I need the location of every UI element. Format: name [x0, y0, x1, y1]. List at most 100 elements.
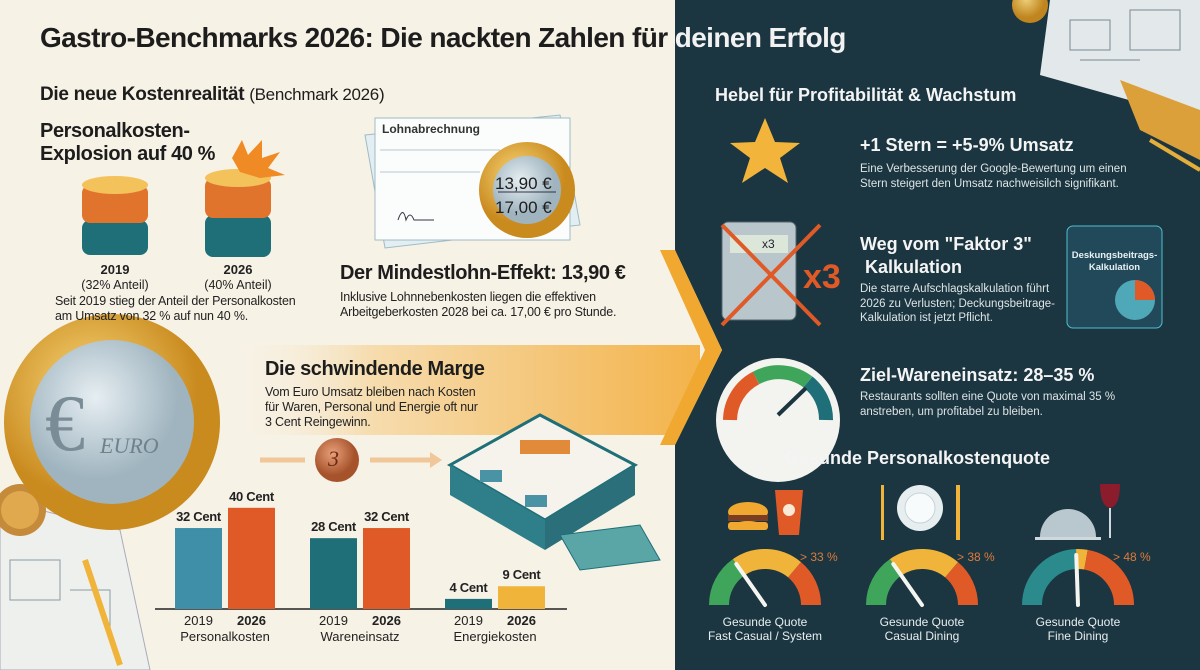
hebel-title: Hebel für Profitabilität & Wachstum	[715, 85, 1017, 105]
text-line: Eine Verbesserung der Google-Bewertung u…	[860, 163, 1127, 175]
bar-chart	[175, 507, 545, 609]
section-subtitle: (Benchmark 2026)	[249, 85, 385, 104]
heading-line: Weg vom "Faktor 3"	[860, 234, 1032, 254]
stern-text: Eine Verbesserung der Google-Bewertung u…	[860, 162, 1127, 191]
dark-panel	[675, 0, 1200, 670]
text-line: anstreben, um profitabel zu bleiben.	[860, 405, 1043, 418]
gauge-needle	[734, 562, 767, 607]
restaurant-illustration	[446, 413, 661, 571]
x-tick-year: 2026	[507, 613, 536, 628]
year: 2026	[223, 262, 253, 277]
explosion-text: Seit 2019 stieg der Anteil der Personalk…	[55, 294, 296, 324]
stack-label-2026: 2026 (40% Anteil)	[198, 262, 278, 293]
heading-line: Explosion auf 40 %	[40, 143, 216, 165]
wage-coin	[479, 142, 575, 238]
gauge-segment	[732, 549, 801, 578]
marge-text: Vom Euro Umsatz bleiben nach Kosten für W…	[265, 385, 478, 430]
text-line: Gesunde Quote	[879, 615, 965, 629]
x-category-label: Personalkosten	[180, 629, 270, 644]
calc-display: x3	[762, 237, 775, 251]
wareneinsatz-text: Restaurants sollten eine Quote von maxim…	[860, 390, 1115, 419]
quote-threshold: > 48 %	[1113, 550, 1151, 564]
blueprint-decoration-left	[0, 484, 151, 670]
quote-threshold: > 33 %	[800, 550, 838, 564]
bar-value-label: 32 Cent	[364, 509, 409, 525]
text-line: für Waren, Personal und Energie oft nur	[265, 400, 478, 414]
plate-cutlery-icon	[881, 485, 960, 540]
bar-value-label: 4 Cent	[449, 579, 488, 595]
coin-value-top: 13,90 €	[495, 174, 552, 193]
x-tick-year: 2019	[454, 613, 483, 628]
stern-heading: +1 Stern = +5-9% Umsatz	[860, 135, 1074, 155]
section-title-text: Die neue Kostenrealität	[40, 84, 245, 105]
text-line: Casual Dining	[884, 629, 960, 643]
text-line: 2026 zu Verlusten; Deckungsbeitrage-	[860, 297, 1055, 310]
share: (32% Anteil)	[81, 278, 149, 292]
bar-2019-personalkosten	[175, 528, 222, 609]
text-line: Gesunde Quote	[722, 615, 808, 629]
coin-stack-2026	[205, 140, 285, 257]
gauge-segment	[1022, 549, 1078, 606]
gauge-segment	[787, 562, 821, 606]
quote-title: Gesunde Personalkostenquote	[785, 448, 1051, 468]
bar-2019-energiekosten	[445, 598, 492, 609]
gauge-needle	[891, 562, 924, 607]
payslip-title: Lohnabrechnung	[382, 122, 480, 136]
quote-threshold: > 38 %	[957, 550, 995, 564]
gauge-segment	[866, 559, 902, 606]
dashboard-screen-icon	[1066, 225, 1163, 329]
year: 2019	[100, 262, 130, 277]
screen-label: Deskungsbeitrags- Kalkulation	[1068, 250, 1161, 274]
svg-text:€: €	[45, 380, 85, 468]
heading-line: Kalkulation	[860, 257, 963, 277]
coin-value-bottom: 17,00 €	[495, 198, 552, 217]
wareneinsatz-gauge-icon	[716, 358, 840, 482]
bar-value-label: 9 Cent	[502, 567, 541, 583]
text-line: Fine Dining	[1047, 629, 1109, 643]
explosion-icon	[232, 140, 285, 178]
text-line: Kalkulation	[1088, 262, 1141, 273]
text-line: Seit 2019 stieg der Anteil der Personalk…	[55, 294, 296, 308]
x-tick-year: 2019	[184, 613, 213, 628]
x3-label: x3	[803, 258, 841, 296]
calculator-icon	[720, 221, 822, 327]
quote-label: Gesunde Quote Fast Casual / System	[690, 615, 840, 643]
burger-drink-icon	[728, 490, 803, 535]
star-icon	[730, 118, 800, 183]
wareneinsatz-heading: Ziel-Wareneinsatz: 28–35 %	[860, 365, 1095, 385]
x-category-label: Energiekosten	[453, 629, 537, 644]
text-line: Kalkulation ist jetzt Pflicht.	[860, 312, 993, 324]
cloche-wine-icon	[1035, 484, 1120, 540]
mindestlohn-heading: Der Mindestlohn-Effekt: 13,90 €	[340, 262, 626, 284]
gauge-segment	[944, 562, 978, 606]
x-tick-year: 2026	[372, 613, 401, 628]
heading-line: Personalkosten-	[40, 120, 190, 142]
gauge-needle	[1074, 553, 1080, 607]
quote-label: Gesunde Quote Casual Dining	[847, 615, 997, 643]
faktor-text: Die starre Aufschlagskalkulation führt 20…	[860, 282, 1055, 326]
marge-band	[230, 345, 700, 435]
text-line: Restaurants sollten eine Quote von maxim…	[860, 391, 1116, 403]
bar-2026-energiekosten	[498, 586, 545, 609]
text-line: Vom Euro Umsatz bleiben nach Kosten	[265, 385, 476, 399]
bar-2026-wareneinsatz	[363, 528, 410, 609]
mindestlohn-text: Inklusive Lohnnebenkosten liegen die eff…	[340, 290, 617, 320]
bar-value-label: 40 Cent	[229, 488, 274, 504]
gauge-segment	[709, 559, 745, 606]
quote-gauges	[709, 549, 1134, 607]
text-line: 3 Cent Reingewinn.	[265, 415, 371, 429]
text-line: Inklusive Lohnnebenkosten liegen die eff…	[340, 290, 596, 304]
blueprint-decoration	[1012, 0, 1200, 172]
stack-label-2019: 2019 (32% Anteil)	[75, 262, 155, 293]
text-line: Die starre Aufschlagskalkulation führt	[860, 283, 1050, 295]
text-line: am Umsatz von 32 % auf nun 40 %.	[55, 309, 249, 323]
gauge-segment	[1083, 549, 1134, 606]
euro-coin-text: EURO	[100, 433, 159, 458]
bar-value-label: 32 Cent	[176, 509, 221, 525]
bar-value-label: 28 Cent	[311, 519, 356, 535]
faktor-heading: Weg vom "Faktor 3" Kalkulation	[860, 233, 1032, 279]
bar-2026-personalkosten	[228, 507, 275, 609]
section-title-kostenrealitaet: Die neue Kostenrealität (Benchmark 2026)	[40, 84, 385, 106]
text-line: Deskungsbeitrags-	[1071, 250, 1158, 261]
